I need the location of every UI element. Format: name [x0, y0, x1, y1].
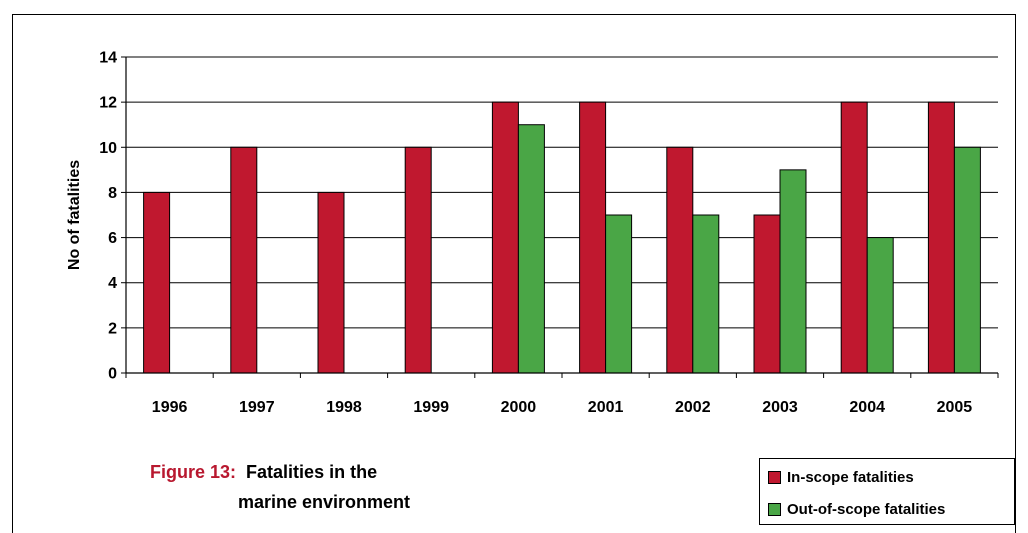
y-tick-label: 14: [99, 50, 117, 67]
bar-out-scope-2004: [866, 237, 894, 374]
axes: [125, 57, 999, 378]
x-tick-label: 1998: [326, 399, 362, 416]
y-tick-label: 8: [108, 185, 117, 202]
bar-in-scope-2000: [491, 101, 519, 374]
bar-in-scope-2002: [666, 146, 694, 374]
bar-out-scope-2002: [692, 214, 720, 374]
x-tick-label: 2002: [675, 399, 711, 416]
y-tick-label: 12: [99, 95, 117, 112]
bar-out-scope-2001: [605, 214, 633, 374]
bar-in-scope-1997: [230, 146, 258, 374]
bar-in-scope-2001: [579, 101, 607, 374]
bar-in-scope-1996: [143, 191, 171, 374]
y-tick-label: 4: [108, 275, 117, 292]
bar-in-scope-1998: [317, 191, 345, 374]
bar-out-scope-2005: [953, 146, 981, 374]
bar-in-scope-1999: [404, 146, 432, 374]
legend-label-out-scope: Out-of-scope fatalities: [787, 501, 946, 518]
figure-title-line1: Fatalities in the: [246, 462, 378, 482]
x-tick-label: 1997: [239, 399, 275, 416]
legend-item-out-scope: Out-of-scope fatalities: [768, 501, 945, 518]
x-tick-label: 1996: [152, 399, 188, 416]
x-tick-label: 2001: [588, 399, 624, 416]
x-tick-label: 2004: [849, 399, 885, 416]
legend-swatch-in-scope: [768, 471, 781, 484]
x-tick-label: 2000: [501, 399, 537, 416]
chart-frame: [12, 14, 1016, 533]
legend-label-in-scope: In-scope fatalities: [787, 469, 914, 486]
x-tick-label: 1999: [413, 399, 449, 416]
bar-out-scope-2003: [779, 169, 807, 374]
figure-caption: Figure 13: Fatalities in the marine envi…: [150, 457, 410, 517]
legend-item-in-scope: In-scope fatalities: [768, 469, 914, 486]
y-tick-label: 2: [108, 320, 117, 337]
figure-number: Figure 13:: [150, 462, 237, 482]
y-tick-label: 10: [99, 140, 117, 157]
y-axis-title: No of fatalities: [66, 160, 83, 270]
y-tick-label: 0: [108, 366, 117, 383]
bar-in-scope-2003: [753, 214, 781, 374]
bar-in-scope-2004: [840, 101, 868, 374]
figure-title-line2: marine environment: [238, 492, 411, 512]
bar-out-scope-2000: [517, 124, 545, 374]
x-tick-labels: 1996 1997 1998 1999 2000 2001 2002 2003 2004 2005: [152, 399, 972, 416]
x-tick-label: 2005: [937, 399, 973, 416]
y-tick-label: 6: [108, 230, 117, 247]
x-tick-label: 2003: [762, 399, 798, 416]
legend: In-scope fatalities Out-of-scope fatalit…: [759, 458, 1015, 525]
y-tick-labels: 0 2 4 6 8 10 12 14: [99, 50, 117, 383]
legend-swatch-out-scope: [768, 503, 781, 516]
bars: [143, 101, 981, 374]
bar-in-scope-2005: [927, 101, 955, 374]
